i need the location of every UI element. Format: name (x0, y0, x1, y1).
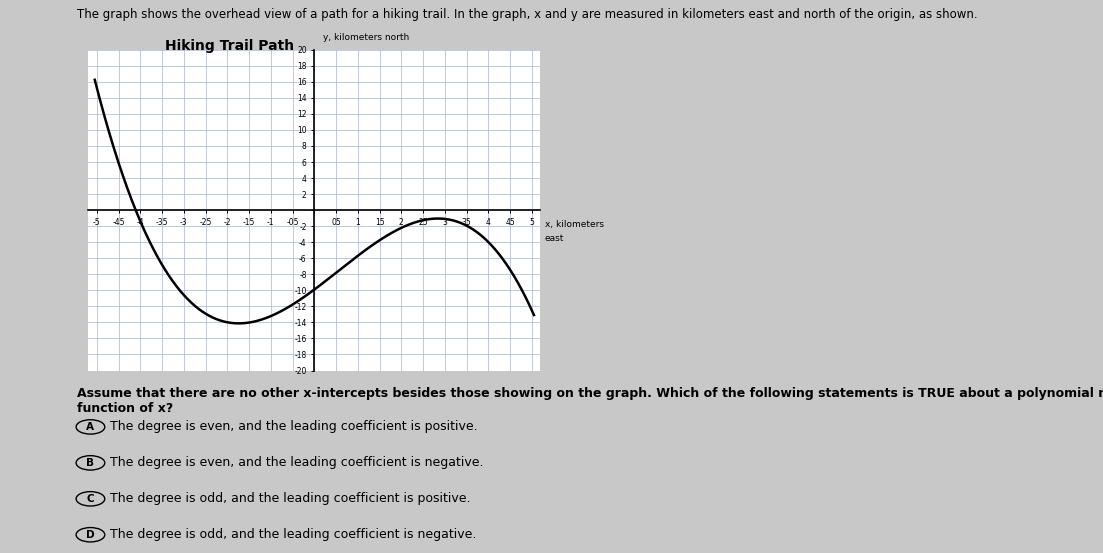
Text: The degree is even, and the leading coefficient is positive.: The degree is even, and the leading coef… (110, 420, 478, 434)
Text: y, kilometers north: y, kilometers north (323, 33, 409, 42)
Text: B: B (86, 458, 95, 468)
Text: Hiking Trail Path: Hiking Trail Path (165, 39, 295, 53)
Text: east: east (545, 234, 565, 243)
Text: Assume that there are no other x-intercepts besides those showing on the graph. : Assume that there are no other x-interce… (77, 387, 1103, 415)
Text: A: A (86, 422, 95, 432)
Text: The degree is odd, and the leading coefficient is positive.: The degree is odd, and the leading coeff… (110, 492, 471, 505)
Text: C: C (87, 494, 94, 504)
Text: The degree is even, and the leading coefficient is negative.: The degree is even, and the leading coef… (110, 456, 484, 469)
Text: D: D (86, 530, 95, 540)
Text: The degree is odd, and the leading coefficient is negative.: The degree is odd, and the leading coeff… (110, 528, 476, 541)
Text: x, kilometers: x, kilometers (545, 220, 603, 229)
Text: The graph shows the overhead view of a path for a hiking trail. In the graph, x : The graph shows the overhead view of a p… (77, 8, 978, 22)
